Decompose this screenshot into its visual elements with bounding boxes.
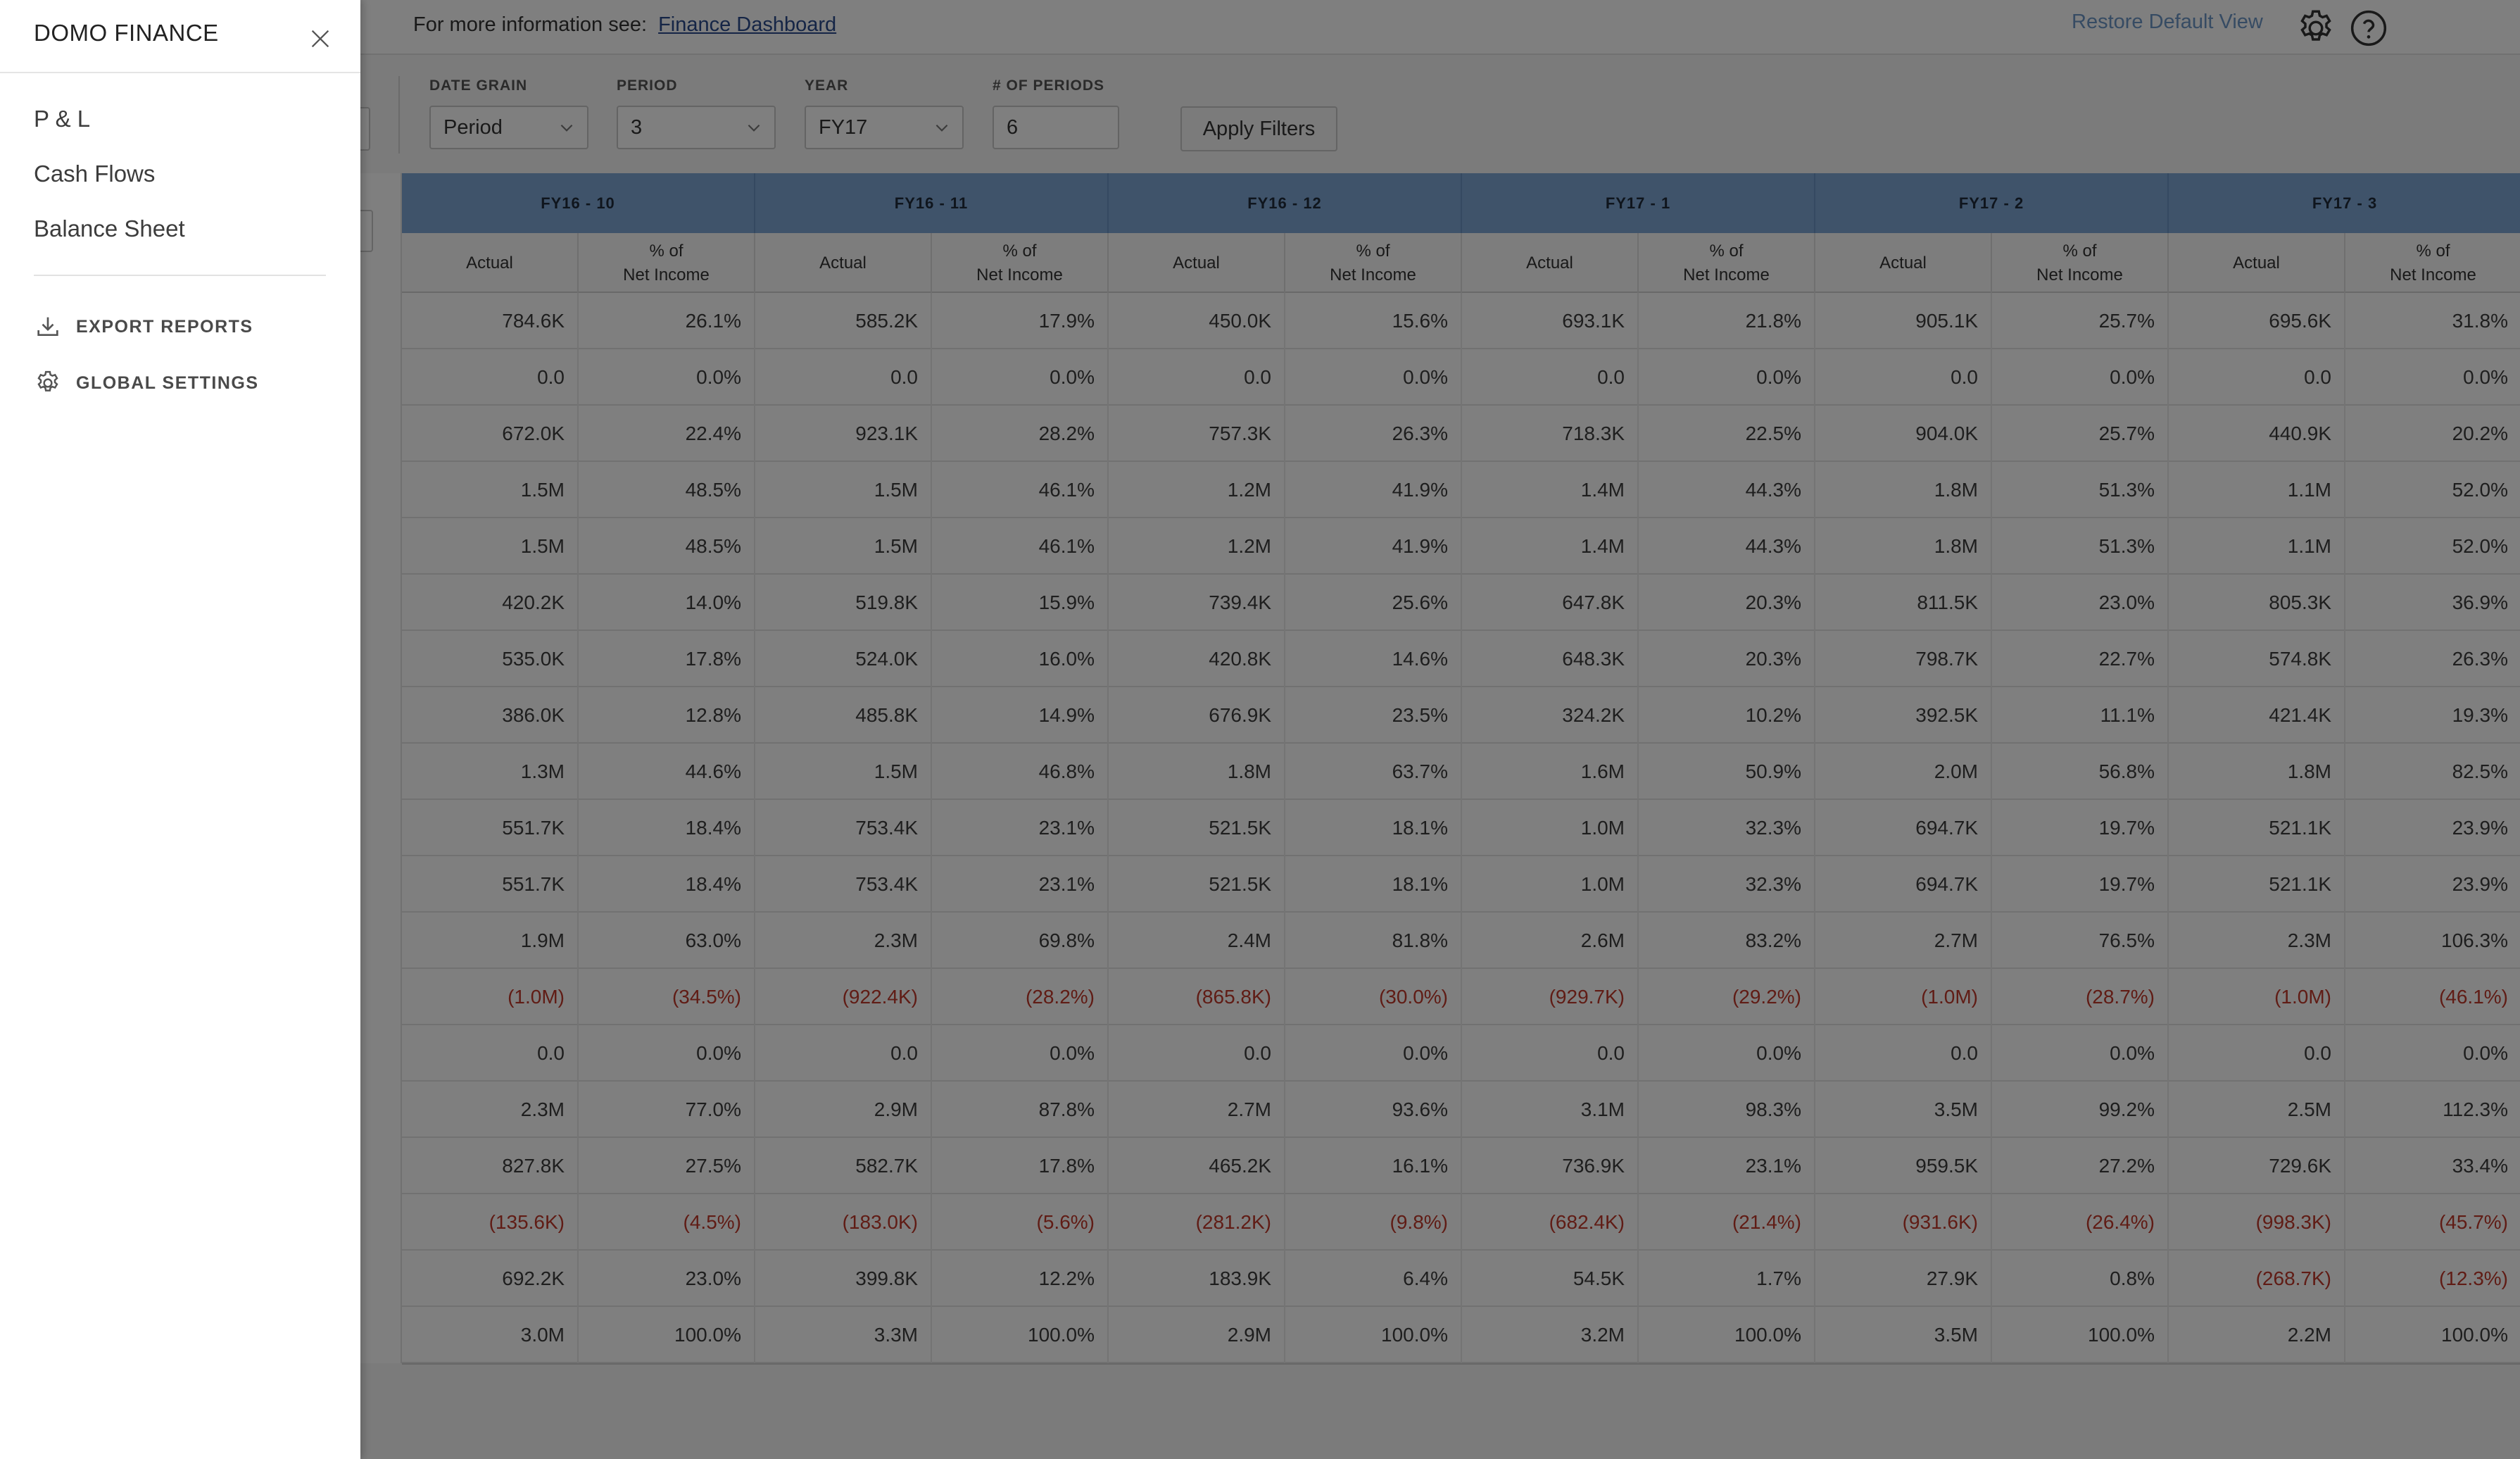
export-reports-label: EXPORT REPORTS bbox=[76, 316, 253, 337]
drawer-title: DOMO FINANCE bbox=[34, 20, 219, 46]
export-reports-button[interactable]: EXPORT REPORTS bbox=[34, 311, 253, 342]
nav-item-pnl[interactable]: P & L bbox=[34, 106, 91, 132]
drawer-divider bbox=[34, 275, 326, 276]
global-settings-label: GLOBAL SETTINGS bbox=[76, 372, 259, 393]
drawer-header: DOMO FINANCE bbox=[0, 0, 360, 73]
nav-item-balance-sheet[interactable]: Balance Sheet bbox=[34, 215, 185, 242]
global-settings-button[interactable]: GLOBAL SETTINGS bbox=[34, 368, 259, 399]
download-icon bbox=[37, 317, 58, 336]
nav-item-cash-flows[interactable]: Cash Flows bbox=[34, 161, 156, 187]
gear-icon bbox=[37, 370, 58, 392]
close-icon[interactable] bbox=[308, 27, 332, 51]
navigation-drawer: DOMO FINANCE P & L Cash Flows Balance Sh… bbox=[0, 0, 360, 1459]
